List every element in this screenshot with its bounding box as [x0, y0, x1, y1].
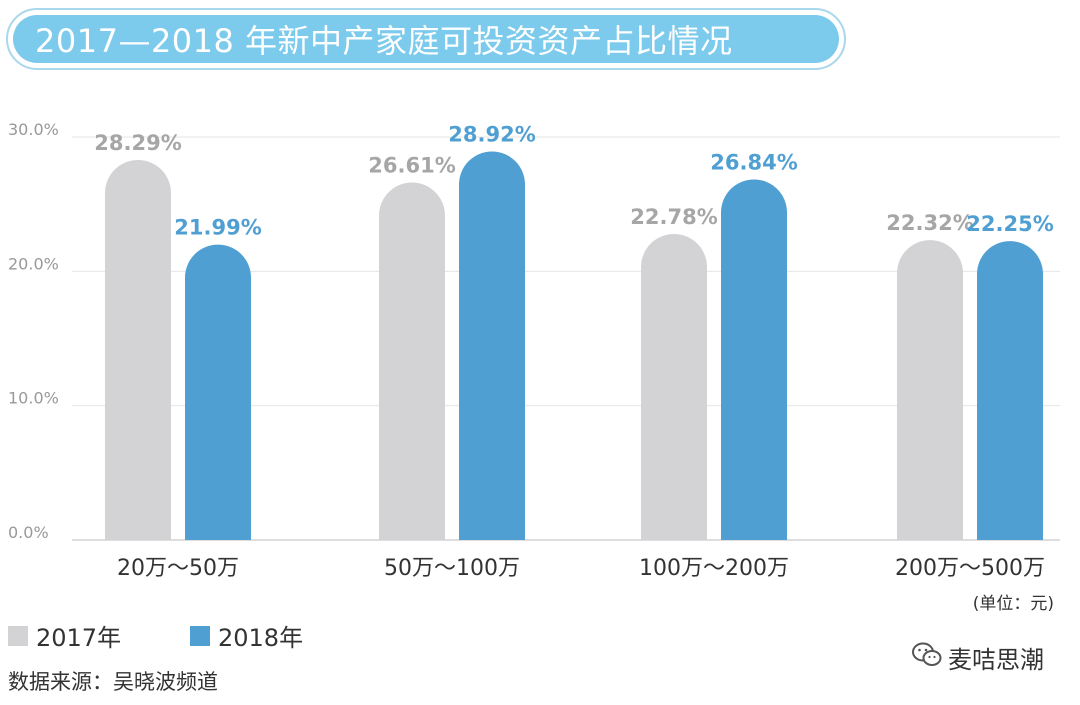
source-note: 数据来源：吴晓波频道 [8, 670, 218, 694]
legend-item-2017: 2017年 [8, 618, 121, 653]
data-label: 22.25% [966, 212, 1053, 236]
bar-2017 [379, 182, 445, 540]
x-tick-label: 50万～100万 [384, 556, 520, 581]
watermark-text: 麦咭思潮 [948, 646, 1044, 674]
bar-2017 [897, 240, 963, 540]
y-tick-label: 20.0% [8, 254, 59, 273]
data-label: 22.78% [630, 205, 717, 229]
legend-item-2018: 2018年 [190, 618, 303, 653]
data-label: 22.32% [886, 211, 973, 235]
legend-swatch-2017 [8, 625, 28, 646]
y-tick-label: 30.0% [8, 120, 59, 139]
bar-2018 [977, 241, 1043, 541]
legend-label-2018: 2018年 [218, 624, 304, 652]
data-label: 26.61% [368, 154, 455, 178]
data-label: 21.99% [174, 216, 261, 240]
bar-2018 [721, 179, 787, 541]
data-label: 28.29% [94, 131, 181, 155]
bar-2018 [185, 244, 251, 541]
data-label: 26.84% [710, 150, 797, 174]
x-tick-label: 100万～200万 [639, 556, 789, 581]
x-tick-label: 200万～500万 [895, 556, 1045, 581]
chart-title: 2017—2018 年新中产家庭可投资资产占比情况 [35, 22, 733, 60]
x-tick-label: 20万～50万 [117, 556, 239, 581]
title-banner-fill: 2017—2018 年新中产家庭可投资资产占比情况 [13, 15, 839, 63]
bar-2017 [105, 159, 171, 540]
title-banner: 2017—2018 年新中产家庭可投资资产占比情况 [6, 8, 846, 70]
watermark: 麦咭思潮 [912, 640, 1044, 675]
wechat-icon [912, 642, 942, 674]
y-tick-label: 0.0% [8, 523, 49, 542]
y-tick-label: 10.0% [8, 389, 59, 408]
legend-label-2017: 2017年 [36, 624, 122, 652]
bar-chart: 0.0% 10.0% 20.0% 30.0% 28.29% 21.99% 20万～50万 26… [8, 120, 1060, 581]
data-label: 28.92% [448, 123, 535, 147]
unit-note: (单位：元) [972, 594, 1054, 614]
legend-swatch-2018 [190, 625, 210, 646]
bar-2017 [641, 233, 707, 540]
bar-2018 [459, 151, 525, 541]
